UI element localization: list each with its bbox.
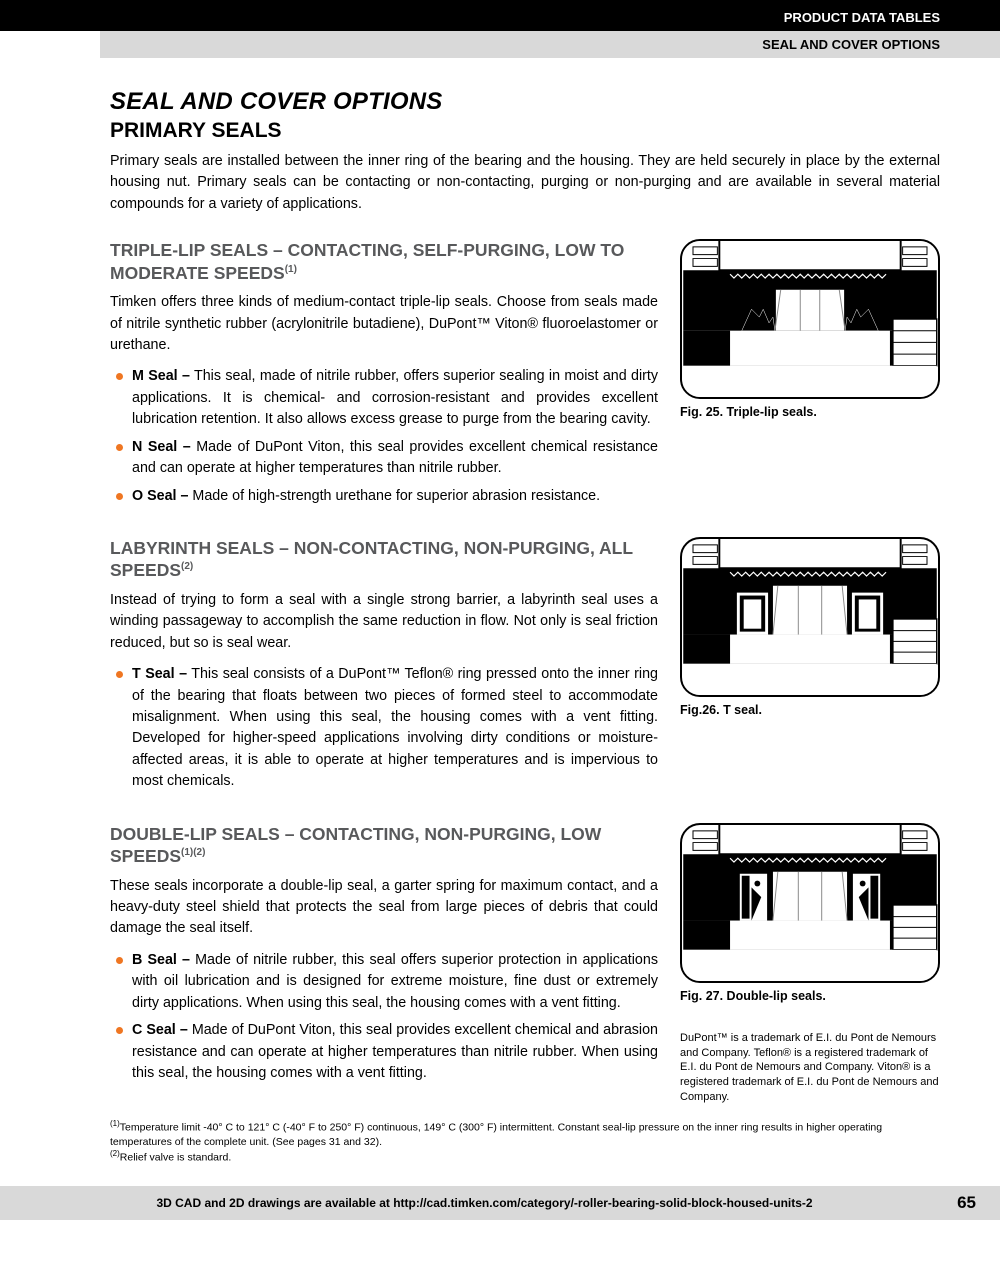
page-number: 65 (957, 1193, 976, 1213)
subhead-2: LABYRINTH SEALS – NON-CONTACTING, NON-PU… (110, 537, 658, 582)
title-line-1: SEAL AND COVER OPTIONS (110, 88, 940, 116)
section-triple-lip: TRIPLE-LIP SEALS – CONTACTING, SELF-PURG… (110, 239, 940, 513)
caption-27: Fig. 27. Double-lip seals. (680, 989, 940, 1003)
bullets-1: M Seal – This seal, made of nitrile rubb… (110, 366, 658, 507)
footer-text: 3D CAD and 2D drawings are available at … (24, 1196, 945, 1210)
footnotes: (1)Temperature limit -40° C to 121° C (-… (110, 1119, 940, 1165)
figure-25 (680, 239, 940, 399)
figure-26 (680, 537, 940, 697)
bullets-3: B Seal – Made of nitrile rubber, this se… (110, 950, 658, 1085)
bullets-2: T Seal – This seal consists of a DuPont™… (110, 664, 658, 793)
caption-25: Fig. 25. Triple-lip seals. (680, 405, 940, 419)
para-3: These seals incorporate a double-lip sea… (110, 876, 658, 940)
page-content: SEAL AND COVER OPTIONS PRIMARY SEALS Pri… (0, 58, 1000, 1164)
trademark-notice: DuPont™ is a trademark of E.I. du Pont d… (680, 1031, 940, 1105)
section-double-lip: DOUBLE-LIP SEALS – CONTACTING, NON-PURGI… (110, 823, 940, 1105)
caption-26: Fig.26. T seal. (680, 703, 940, 717)
subhead-3: DOUBLE-LIP SEALS – CONTACTING, NON-PURGI… (110, 823, 658, 868)
section-labyrinth: LABYRINTH SEALS – NON-CONTACTING, NON-PU… (110, 537, 940, 799)
para-2: Instead of trying to form a seal with a … (110, 590, 658, 654)
para-1: Timken offers three kinds of medium-cont… (110, 292, 658, 356)
header-gray: SEAL AND COVER OPTIONS (100, 31, 1000, 58)
subhead-1: TRIPLE-LIP SEALS – CONTACTING, SELF-PURG… (110, 239, 658, 284)
footer-bar: 3D CAD and 2D drawings are available at … (0, 1186, 1000, 1220)
title-line-2: PRIMARY SEALS (110, 119, 940, 143)
header-black: PRODUCT DATA TABLES (0, 0, 1000, 31)
intro-paragraph: Primary seals are installed between the … (110, 151, 940, 215)
figure-27 (680, 823, 940, 983)
